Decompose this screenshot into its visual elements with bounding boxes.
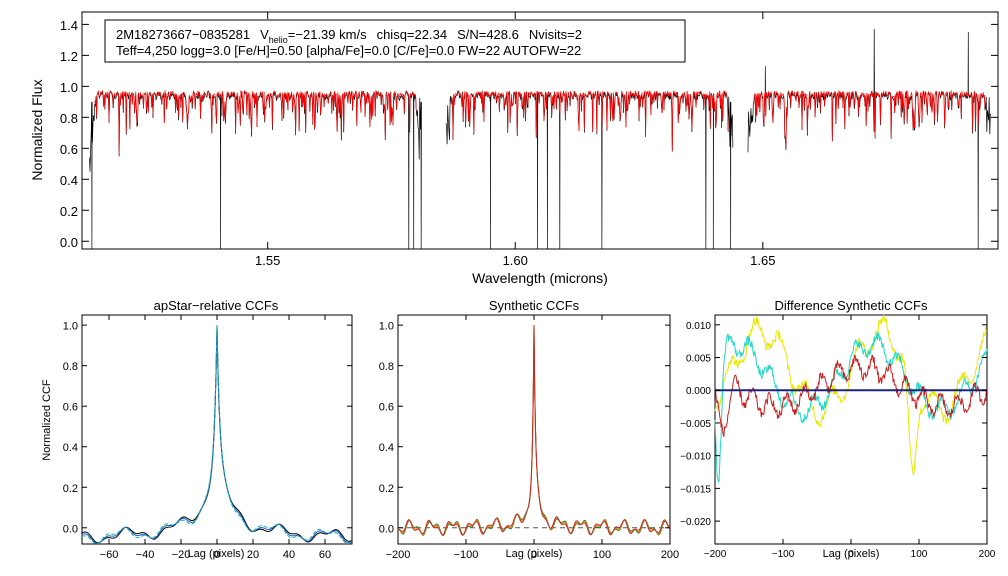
difference-xtick-label: 0 <box>848 549 854 560</box>
spectrum-lines <box>89 29 991 250</box>
difference-frame <box>714 314 988 545</box>
difference-xtick-label: −200 <box>704 549 727 560</box>
apstar-xtick-label: 40 <box>283 549 295 561</box>
apstar-ytick-label: 1.0 <box>63 321 78 333</box>
difference-title: Difference Synthetic CCFs <box>775 298 928 313</box>
difference-ytick-label: −0.020 <box>680 517 711 528</box>
synthetic-title: Synthetic CCFs <box>489 298 580 313</box>
synthetic-ccf-panel: Synthetic CCFs −200 −100 0 100 200 0.0 0.2 0.4 0… <box>379 298 679 561</box>
apstar-title: apStar−relative CCFs <box>154 298 279 313</box>
synthetic-ytick-label: 0.4 <box>379 442 394 454</box>
difference-series-diff-cyan <box>714 332 988 483</box>
apstar-ytick-label: 0.0 <box>63 523 78 535</box>
difference-ytick-label: 0.005 <box>686 354 711 365</box>
synthetic-ytick-label: 0.0 <box>379 523 394 535</box>
difference-series-diff-red <box>714 354 988 437</box>
apstar-ytick-label: 0.4 <box>63 442 78 454</box>
apstar-ytick-label: 0.8 <box>63 361 78 373</box>
synthetic-ytick-label: 0.2 <box>379 483 394 495</box>
observed-spectrum-chip-2 <box>445 89 734 250</box>
apstar-xtick-label: 0 <box>214 549 220 561</box>
synthetic-xlabel: Lag (pixels) <box>506 548 563 560</box>
difference-ytick-label: 0.010 <box>686 321 711 332</box>
spectrum-frame <box>81 11 999 250</box>
spectrum-ytick-label: 0.4 <box>60 173 78 188</box>
synthetic-xtick-label: 100 <box>593 549 611 561</box>
spectrum-ytick-label: 0.6 <box>60 142 78 157</box>
difference-ytick-label: −0.010 <box>680 452 711 463</box>
synthetic-xtick-label: −200 <box>386 549 411 561</box>
apstar-xtick-label: 60 <box>319 549 331 561</box>
apstar-xtick-label: −60 <box>100 549 119 561</box>
model-spectrum-chip-3 <box>752 89 986 147</box>
spectrum-ytick-label: 1.4 <box>60 18 78 33</box>
spectrum-ytick-label: 0.8 <box>60 111 78 126</box>
spectrum-ylabel: Normalized Flux <box>29 79 45 180</box>
spectrum-ytick-label: 0.0 <box>60 235 78 250</box>
synthetic-xtick-label: 200 <box>661 549 679 561</box>
synthetic-series-ccf-c <box>397 325 671 536</box>
spectrum-xtick-label: 1.65 <box>750 253 775 268</box>
difference-xlabel: Lag (pixels) <box>823 548 880 560</box>
spectrum-ticks: 1.55 1.60 1.65 0.0 0.2 0.4 0.6 0.8 1.0 1.2 1.4 <box>60 12 998 268</box>
apstar-series-ccf-3 <box>81 325 353 545</box>
difference-ytick-label: −0.015 <box>680 484 711 495</box>
difference-ccf-panel: Difference Synthetic CCFs −200 −100 0 100 20… <box>680 298 996 560</box>
difference-ticks: −200 −100 0 100 200 0.010 0.005 0.000 −0.005 −0.0… <box>680 315 996 560</box>
header-box <box>104 19 686 63</box>
difference-xtick-label: 100 <box>911 549 928 560</box>
spectrum-xtick-label: 1.60 <box>503 253 528 268</box>
apstar-ylabel: Normalized CCF <box>41 379 53 461</box>
difference-lines <box>714 313 988 483</box>
header-line-1: 2M18273667−0835281 Vhelio=−21.39 km/s chis… <box>116 27 582 45</box>
difference-ytick-label: −0.005 <box>680 419 711 430</box>
difference-xtick-label: −100 <box>772 549 795 560</box>
synthetic-xtick-label: −100 <box>454 549 479 561</box>
apstar-xtick-label: −40 <box>136 549 155 561</box>
synthetic-lines <box>397 325 671 537</box>
apstar-xtick-label: −20 <box>172 549 191 561</box>
spectrum-ytick-label: 1.0 <box>60 80 78 95</box>
spectrum-xtick-label: 1.55 <box>255 253 280 268</box>
model-spectrum-chip-1 <box>94 89 417 154</box>
apstar-xlabel: Lag (pixels) <box>188 548 245 560</box>
apstar-ytick-label: 0.2 <box>63 483 78 495</box>
apstar-ytick-label: 0.6 <box>63 402 78 414</box>
apstar-series-ccf-2 <box>81 325 353 545</box>
apstar-ccf-panel: apStar−relative CCFs −60 −40 −20 0 20 40 60 0.0… <box>41 298 353 561</box>
spectrum-ytick-label: 0.2 <box>60 204 78 219</box>
synthetic-ticks: −200 −100 0 100 200 0.0 0.2 0.4 0.6 0.8 1.0 <box>379 315 679 561</box>
synthetic-xtick-label: 0 <box>531 549 537 561</box>
apstar-lines <box>81 325 353 545</box>
model-spectrum-chip-2 <box>450 89 729 152</box>
difference-xtick-label: 200 <box>979 549 996 560</box>
synthetic-ytick-label: 0.6 <box>379 402 394 414</box>
difference-ytick-label: 0.000 <box>686 386 711 397</box>
apstar-series-ccf-1 <box>81 325 353 544</box>
observed-spectrum-chip-3 <box>747 29 991 250</box>
header-line-2: Teff=4,250 logg=3.0 [Fe/H]=0.50 [alpha/F… <box>116 43 581 58</box>
apstar-ticks: −60 −40 −20 0 20 40 60 0.0 0.2 0.4 0.6 0.8 1.0 <box>63 315 352 561</box>
spectrum-ytick-label: 1.2 <box>60 49 78 64</box>
spectrum-xlabel: Wavelength (microns) <box>472 270 608 286</box>
synthetic-ytick-label: 1.0 <box>379 321 394 333</box>
synthetic-ytick-label: 0.8 <box>379 361 394 373</box>
spectrum-panel: 1.55 1.60 1.65 0.0 0.2 0.4 0.6 0.8 1.0 1.2 1.4 2M1… <box>29 11 999 286</box>
apstar-xtick-label: 20 <box>247 549 259 561</box>
